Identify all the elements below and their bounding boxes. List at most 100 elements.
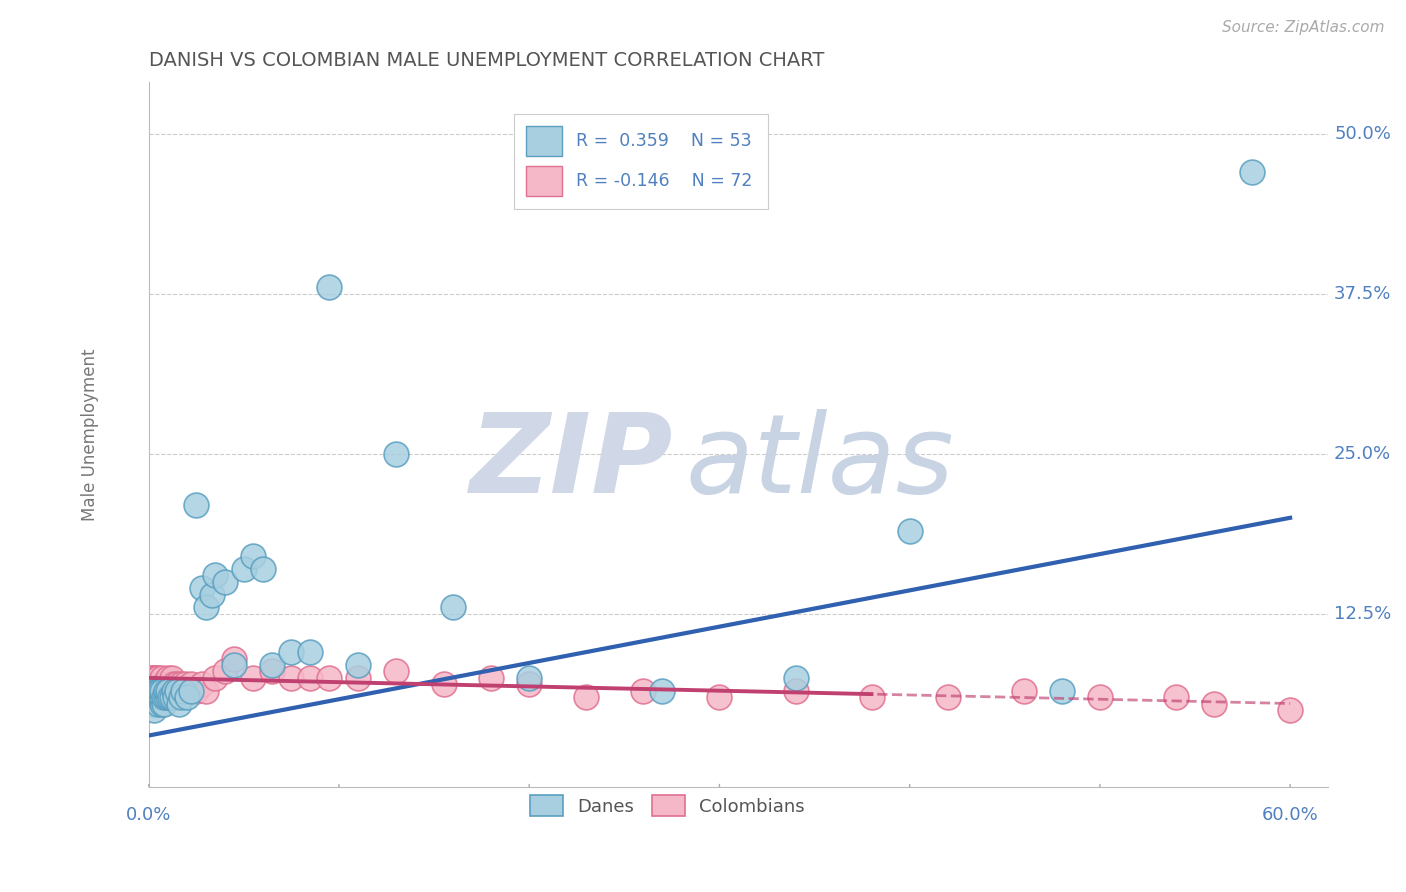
Point: [160, 683, 183, 698]
Point: [186, 683, 208, 698]
Point: [156, 690, 179, 704]
Point: [1241, 165, 1264, 179]
Point: [224, 651, 246, 665]
Point: [142, 671, 165, 685]
Point: [155, 690, 177, 704]
Point: [153, 690, 176, 704]
Text: 37.5%: 37.5%: [1334, 285, 1392, 302]
FancyBboxPatch shape: [526, 166, 561, 195]
FancyBboxPatch shape: [526, 126, 561, 155]
Point: [176, 683, 198, 698]
Point: [150, 697, 173, 711]
Point: [148, 690, 170, 704]
Point: [347, 658, 370, 673]
Text: Male Unemployment: Male Unemployment: [80, 348, 98, 521]
Point: [149, 683, 172, 698]
Point: [898, 524, 921, 538]
Point: [170, 677, 193, 691]
Point: [167, 683, 190, 698]
Point: [155, 683, 177, 698]
Point: [145, 683, 167, 698]
Text: 50.0%: 50.0%: [1334, 125, 1391, 143]
Point: [262, 665, 284, 679]
Point: [385, 447, 408, 461]
Point: [150, 671, 173, 685]
Point: [162, 677, 184, 691]
Point: [280, 645, 302, 659]
Text: Source: ZipAtlas.com: Source: ZipAtlas.com: [1222, 20, 1385, 35]
Point: [148, 677, 170, 691]
Text: 25.0%: 25.0%: [1334, 445, 1391, 463]
Point: [200, 588, 222, 602]
Point: [166, 677, 188, 691]
Point: [166, 683, 188, 698]
Point: [252, 562, 274, 576]
Point: [159, 690, 181, 704]
Point: [155, 690, 177, 704]
Point: [575, 690, 598, 704]
Point: [347, 671, 370, 685]
Point: [172, 683, 194, 698]
Point: [165, 690, 187, 704]
Point: [204, 671, 226, 685]
Point: [145, 671, 167, 685]
Text: ZIP: ZIP: [470, 409, 673, 516]
Point: [262, 658, 284, 673]
Point: [441, 600, 464, 615]
Point: [385, 665, 408, 679]
Point: [156, 671, 179, 685]
Point: [159, 690, 181, 704]
Point: [156, 683, 179, 698]
Point: [242, 671, 264, 685]
Point: [150, 690, 173, 704]
Point: [709, 690, 731, 704]
Point: [162, 683, 184, 698]
Point: [174, 677, 197, 691]
Point: [1279, 703, 1302, 717]
Text: atlas: atlas: [685, 409, 955, 516]
Text: 60.0%: 60.0%: [1261, 806, 1319, 824]
Point: [170, 690, 193, 704]
Point: [156, 690, 179, 704]
Point: [156, 683, 179, 698]
Point: [153, 690, 176, 704]
Point: [160, 690, 183, 704]
Point: [860, 690, 883, 704]
Point: [148, 683, 170, 698]
Point: [149, 690, 172, 704]
Point: [148, 697, 170, 711]
FancyBboxPatch shape: [515, 114, 768, 209]
Point: [318, 671, 340, 685]
Text: DANISH VS COLOMBIAN MALE UNEMPLOYMENT CORRELATION CHART: DANISH VS COLOMBIAN MALE UNEMPLOYMENT CO…: [149, 51, 824, 70]
Point: [633, 683, 655, 698]
Point: [191, 677, 214, 691]
Point: [242, 549, 264, 564]
Point: [160, 671, 183, 685]
Point: [318, 280, 340, 294]
Point: [150, 690, 173, 704]
Point: [232, 562, 254, 576]
Point: [148, 683, 170, 698]
Point: [148, 690, 170, 704]
Point: [191, 581, 214, 595]
Point: [1088, 690, 1111, 704]
Point: [155, 677, 177, 691]
Point: [143, 690, 166, 704]
Point: [517, 671, 540, 685]
Point: [149, 677, 172, 691]
Point: [214, 665, 236, 679]
Point: [194, 683, 217, 698]
Legend: Danes, Colombians: Danes, Colombians: [523, 789, 813, 823]
Point: [159, 677, 181, 691]
Point: [149, 683, 172, 698]
Point: [517, 677, 540, 691]
Point: [143, 690, 166, 704]
Point: [180, 677, 202, 691]
Point: [153, 683, 176, 698]
Point: [1202, 697, 1225, 711]
Point: [162, 683, 184, 698]
Point: [785, 683, 807, 698]
Point: [143, 677, 166, 691]
Point: [172, 683, 194, 698]
Point: [153, 677, 176, 691]
